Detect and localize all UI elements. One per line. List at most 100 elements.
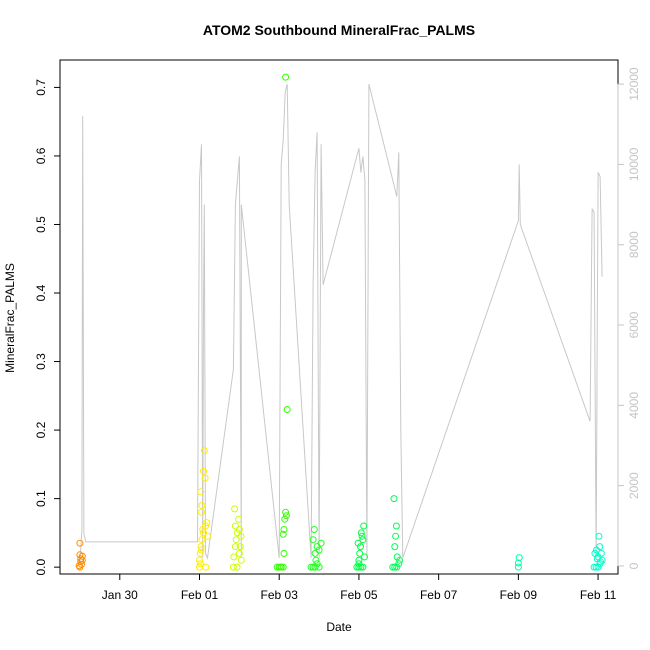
x-axis: Jan 30 Feb 01 Feb 03 Feb 05 Feb 07 Feb 09 Feb … (102, 573, 617, 602)
data-point (200, 467, 207, 475)
data-point (233, 563, 241, 571)
data-point (596, 543, 604, 551)
data-point (202, 563, 210, 571)
data-point (359, 536, 367, 544)
y-tick-label: 0.0 (34, 558, 48, 575)
data-point (280, 526, 288, 533)
data-point (355, 556, 363, 564)
data-point (315, 563, 323, 571)
data-point (199, 526, 207, 533)
data-point (309, 536, 317, 544)
y2-tick-label: 2000 (627, 472, 641, 499)
data-point (358, 532, 366, 540)
y2-tick-label: 10000 (627, 147, 641, 181)
data-point (197, 488, 205, 496)
y2-tick-label: 8000 (627, 231, 641, 258)
data-point (235, 515, 243, 523)
data-point (354, 539, 362, 547)
x-tick-label: Feb 05 (340, 588, 378, 602)
data-point (231, 505, 239, 513)
data-point (76, 563, 84, 571)
data-point (230, 553, 238, 561)
data-point (313, 543, 321, 551)
secondary-y-axis: 0 2000 4000 6000 8000 10000 12000 (617, 67, 641, 569)
data-point (282, 512, 290, 520)
data-point (204, 532, 211, 540)
data-points-layer (75, 73, 606, 571)
data-point (280, 549, 288, 557)
x-tick-label: Feb 09 (500, 588, 538, 602)
y-tick-label: 0.7 (34, 79, 48, 96)
data-point (78, 556, 86, 564)
data-point (391, 563, 399, 571)
data-point (311, 549, 319, 557)
y-tick-label: 0.4 (34, 284, 48, 301)
data-point (597, 558, 604, 566)
data-point (315, 546, 323, 554)
y-tick-label: 0.3 (34, 353, 48, 370)
y-tick-label: 0.5 (34, 216, 48, 233)
data-point (590, 563, 598, 571)
y-tick-label: 0.6 (34, 147, 48, 164)
data-point (357, 563, 365, 571)
data-point (359, 563, 367, 571)
data-point (393, 563, 401, 571)
y2-tick-label: 6000 (627, 311, 641, 338)
data-point (391, 543, 399, 551)
y2-tick-label: 12000 (627, 67, 641, 101)
data-point (236, 543, 244, 551)
data-point (281, 515, 289, 523)
data-point (514, 563, 522, 571)
y2-tick-label: 0 (627, 562, 641, 569)
data-point (395, 560, 403, 568)
data-point (514, 559, 522, 567)
x-tick-label: Feb 03 (261, 588, 299, 602)
data-point (237, 532, 245, 540)
data-point (355, 560, 363, 568)
data-point (592, 563, 600, 571)
data-point (197, 543, 205, 551)
data-point (197, 546, 205, 554)
y-tick-label: 0.1 (34, 490, 48, 507)
x-tick-label: Feb 01 (181, 588, 219, 602)
data-point (279, 563, 287, 571)
data-point (229, 563, 237, 571)
x-tick-label: Feb 07 (420, 588, 458, 602)
data-point (392, 522, 400, 530)
data-point (312, 556, 320, 564)
chart-title: ATOM2 Southbound MineralFrac_PALMS (203, 22, 475, 38)
data-point (203, 519, 211, 527)
data-point (356, 549, 364, 557)
y2-tick-label: 4000 (627, 392, 641, 419)
data-point (389, 563, 397, 571)
data-point (357, 529, 365, 537)
data-point (235, 549, 243, 557)
data-point (515, 554, 523, 562)
data-point (310, 526, 318, 533)
data-point (78, 552, 86, 560)
data-point (598, 556, 606, 564)
data-point (355, 563, 363, 571)
data-point (392, 532, 400, 540)
altitude-series-line (79, 83, 603, 563)
data-point (283, 406, 291, 413)
data-point (390, 495, 398, 503)
data-point (279, 530, 287, 538)
data-point (597, 549, 605, 557)
data-point (232, 536, 240, 544)
data-point (595, 532, 603, 540)
data-point (200, 529, 207, 537)
y-tick-label: 0.2 (34, 421, 48, 438)
data-point (235, 526, 243, 533)
y-axis: 0.0 0.1 0.2 0.3 0.4 0.5 0.6 0.7 (34, 79, 61, 575)
data-point (200, 447, 208, 455)
altitude-line-layer (79, 83, 603, 563)
data-point (307, 563, 315, 571)
data-point (231, 543, 239, 551)
data-point (198, 502, 206, 509)
x-tick-label: Jan 30 (102, 588, 138, 602)
x-axis-label: Date (326, 620, 352, 634)
data-point (277, 563, 285, 571)
